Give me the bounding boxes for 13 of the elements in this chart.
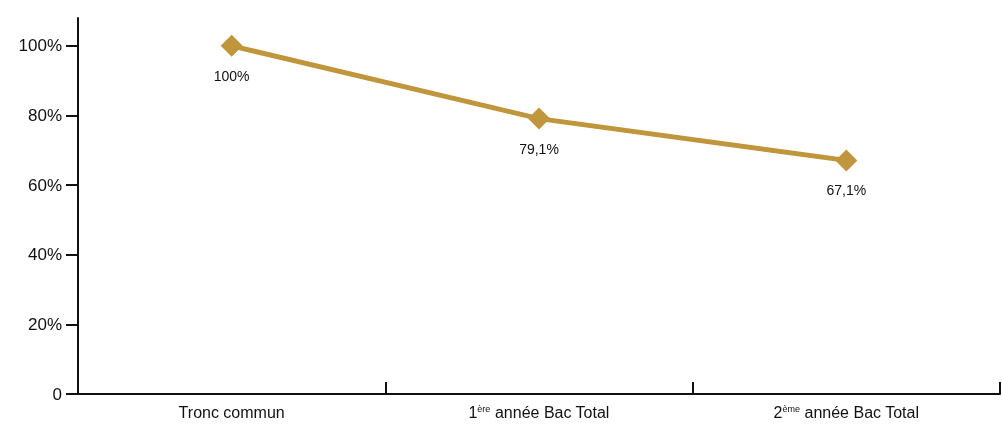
y-tick-label: 60%	[27, 175, 62, 195]
x-tick-label: Tronc commun	[178, 403, 285, 421]
y-tick-label: 40%	[27, 245, 62, 265]
y-tick-label: 80%	[27, 105, 62, 125]
data-label: 67,1%	[826, 182, 867, 199]
data-label: 79,1%	[519, 140, 559, 157]
point	[220, 34, 243, 57]
point	[528, 107, 550, 130]
y-tick-label: 20%	[27, 314, 62, 334]
point	[835, 149, 858, 172]
y-tick-label: 0	[52, 384, 62, 404]
data-label: 100%	[213, 67, 250, 84]
y-tick-label: 100%	[18, 36, 62, 56]
